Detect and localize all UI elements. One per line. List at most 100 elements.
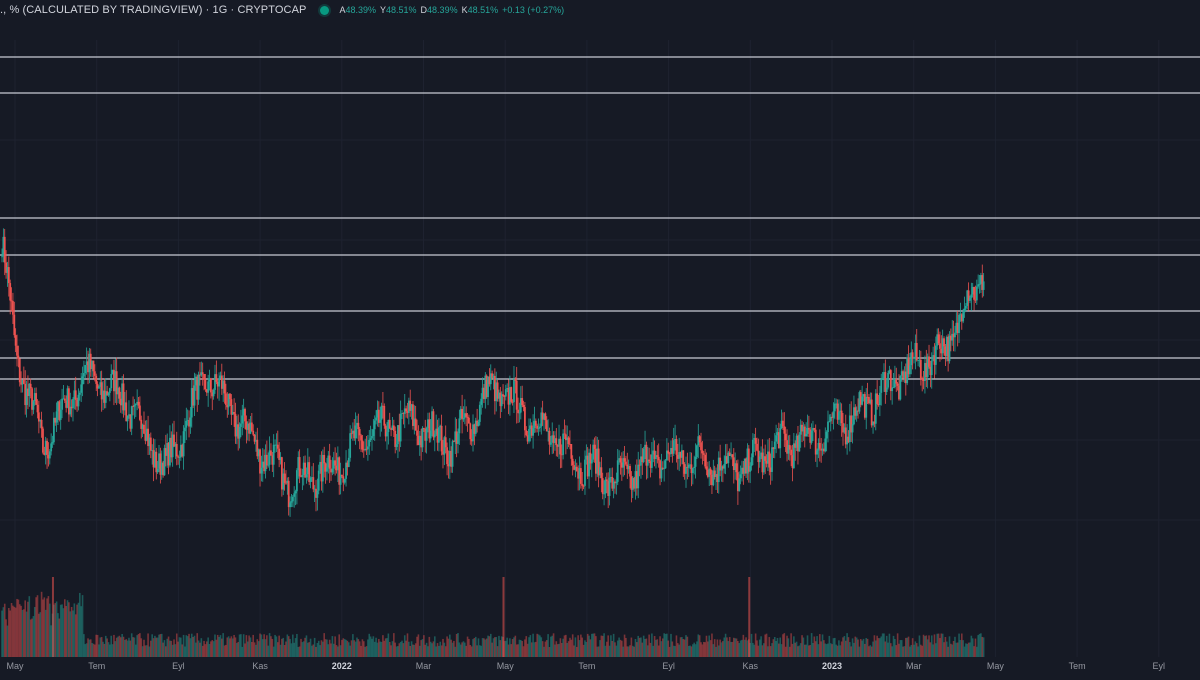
candle-body	[483, 387, 485, 400]
candle-body	[847, 436, 850, 443]
candle-body	[14, 335, 17, 346]
candle-body	[455, 431, 458, 444]
time-axis[interactable]: May Tem Eyl Kas 2022 Mar May Tem Eyl Kas 2023 Mar Ma…	[6, 661, 1165, 671]
candle-body	[910, 352, 913, 366]
volume-bar	[827, 643, 829, 657]
candle-body	[100, 382, 103, 400]
volume-bar	[35, 597, 37, 657]
candle-body	[442, 451, 444, 455]
candle-body	[708, 468, 711, 477]
volume-bar	[275, 636, 278, 657]
volume-bar	[459, 644, 462, 657]
candle-body	[173, 434, 175, 447]
candle-body	[230, 399, 233, 415]
candle-body	[133, 405, 136, 407]
candle-body	[238, 426, 241, 439]
candle-body	[406, 411, 409, 413]
volume-bar	[429, 641, 432, 657]
candle-body	[40, 419, 43, 429]
candle-body	[380, 405, 383, 420]
volume-bar	[85, 643, 88, 657]
candle-body	[96, 383, 99, 389]
volume-bar	[738, 643, 741, 657]
symbol-title[interactable]: ., % (CALCULATED BY TRADINGVIEW) · 1G · …	[0, 4, 307, 16]
volume-bar	[311, 645, 313, 657]
level-lines[interactable]	[0, 56, 1200, 380]
candle-body	[409, 400, 412, 411]
volume-bar	[913, 644, 915, 657]
volume-bar	[170, 640, 173, 657]
volume-bar	[223, 645, 226, 657]
volume-bar	[413, 644, 416, 657]
volume-pane	[1, 577, 985, 657]
candle-body	[39, 419, 42, 422]
candle-body	[296, 470, 298, 492]
volume-bar	[186, 636, 189, 657]
candle-body	[926, 356, 929, 378]
volume-bar	[141, 646, 144, 657]
candle-body	[184, 427, 186, 432]
volume-bar	[89, 639, 92, 657]
candle-body	[590, 459, 593, 464]
candle-body	[66, 388, 69, 408]
volume-bar	[114, 641, 117, 657]
volume-bar	[226, 637, 229, 657]
candle-body	[848, 415, 851, 443]
volume-bar	[439, 641, 442, 657]
volume-bar	[136, 635, 138, 657]
candle-body	[137, 401, 140, 406]
volume-bar	[652, 645, 655, 657]
candle-body	[447, 464, 450, 467]
candle-body	[795, 435, 798, 448]
volume-bar	[952, 641, 955, 657]
candle-body	[190, 388, 193, 418]
volume-bar	[203, 640, 205, 657]
volume-bar	[124, 640, 126, 657]
candle-body	[170, 437, 173, 458]
candle-body	[757, 450, 760, 463]
volume-bar	[119, 637, 122, 657]
volume-bar	[689, 645, 691, 657]
candle-body	[93, 371, 96, 376]
candle-body	[675, 439, 678, 455]
volume-bar	[552, 633, 555, 657]
candle-body	[922, 379, 925, 382]
candle-body	[932, 355, 935, 361]
volume-bar	[937, 633, 940, 657]
candle-body	[199, 374, 201, 376]
candle-body	[608, 477, 611, 496]
volume-bar	[13, 606, 16, 657]
candle-body	[136, 401, 139, 404]
volume-bar	[926, 639, 929, 657]
candle-body	[225, 393, 227, 405]
volume-bar	[767, 646, 769, 657]
time-axis-tick-label: Tem	[578, 661, 595, 671]
volume-bar	[454, 646, 457, 657]
volume-bar	[241, 646, 244, 657]
volume-bar	[959, 639, 962, 657]
candle-body	[289, 502, 291, 508]
volume-bar	[94, 644, 96, 657]
candle-body	[525, 430, 528, 436]
volume-bar	[252, 634, 255, 657]
candle-body	[960, 314, 963, 322]
volume-bar	[544, 641, 547, 657]
candle-body	[717, 457, 720, 483]
candle-body	[869, 399, 872, 404]
volume-bar	[780, 644, 783, 657]
candle-body	[2, 236, 5, 257]
volume-bar	[713, 639, 716, 657]
volume-bar	[196, 633, 199, 657]
candle-body	[499, 392, 502, 407]
volume-bar	[281, 638, 283, 657]
symbol-legend[interactable]: ., % (CALCULATED BY TRADINGVIEW) · 1G · …	[0, 2, 564, 18]
candle-body	[85, 361, 88, 366]
volume-bar	[150, 640, 152, 657]
volume-bar	[31, 618, 33, 657]
candle-body	[67, 388, 70, 415]
candle-body	[418, 435, 421, 446]
candle-body	[339, 474, 342, 485]
volume-bar	[769, 646, 772, 657]
